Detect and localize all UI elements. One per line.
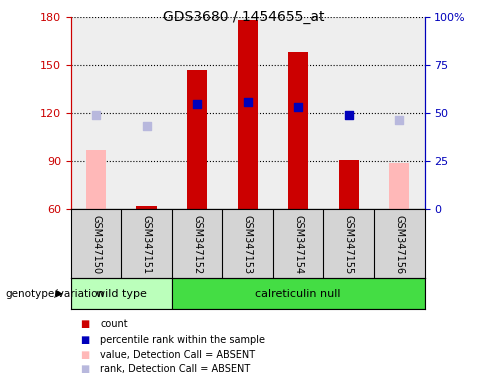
Point: [92, 112, 100, 118]
Point: [193, 101, 201, 107]
Text: GSM347151: GSM347151: [142, 215, 152, 274]
Point: [244, 99, 252, 105]
Point: [345, 112, 353, 118]
Text: ■: ■: [81, 319, 90, 329]
Text: wild type: wild type: [96, 289, 147, 299]
Text: GDS3680 / 1454655_at: GDS3680 / 1454655_at: [163, 10, 325, 23]
Text: GSM347150: GSM347150: [91, 215, 101, 274]
Text: rank, Detection Call = ABSENT: rank, Detection Call = ABSENT: [100, 364, 250, 374]
Text: value, Detection Call = ABSENT: value, Detection Call = ABSENT: [100, 350, 255, 360]
Text: count: count: [100, 319, 128, 329]
Text: GSM347155: GSM347155: [344, 215, 354, 274]
Bar: [339, 160, 359, 209]
Bar: [187, 70, 207, 209]
Text: ■: ■: [81, 335, 90, 345]
Text: ■: ■: [81, 364, 90, 374]
Point: [142, 123, 150, 129]
Bar: [172, 278, 425, 309]
Text: GSM347152: GSM347152: [192, 215, 202, 274]
Text: calreticulin null: calreticulin null: [255, 289, 341, 299]
Text: GSM347153: GSM347153: [243, 215, 253, 274]
Point: [294, 104, 302, 110]
Text: genotype/variation: genotype/variation: [5, 289, 104, 299]
Bar: [86, 150, 106, 209]
Text: ■: ■: [81, 350, 90, 360]
Bar: [238, 20, 258, 209]
Text: GSM347156: GSM347156: [394, 215, 404, 274]
Bar: [137, 206, 157, 209]
Bar: [288, 53, 308, 209]
Text: percentile rank within the sample: percentile rank within the sample: [100, 335, 265, 345]
Point: [395, 117, 403, 123]
Bar: [71, 278, 172, 309]
Text: GSM347154: GSM347154: [293, 215, 303, 274]
Bar: [389, 163, 409, 209]
